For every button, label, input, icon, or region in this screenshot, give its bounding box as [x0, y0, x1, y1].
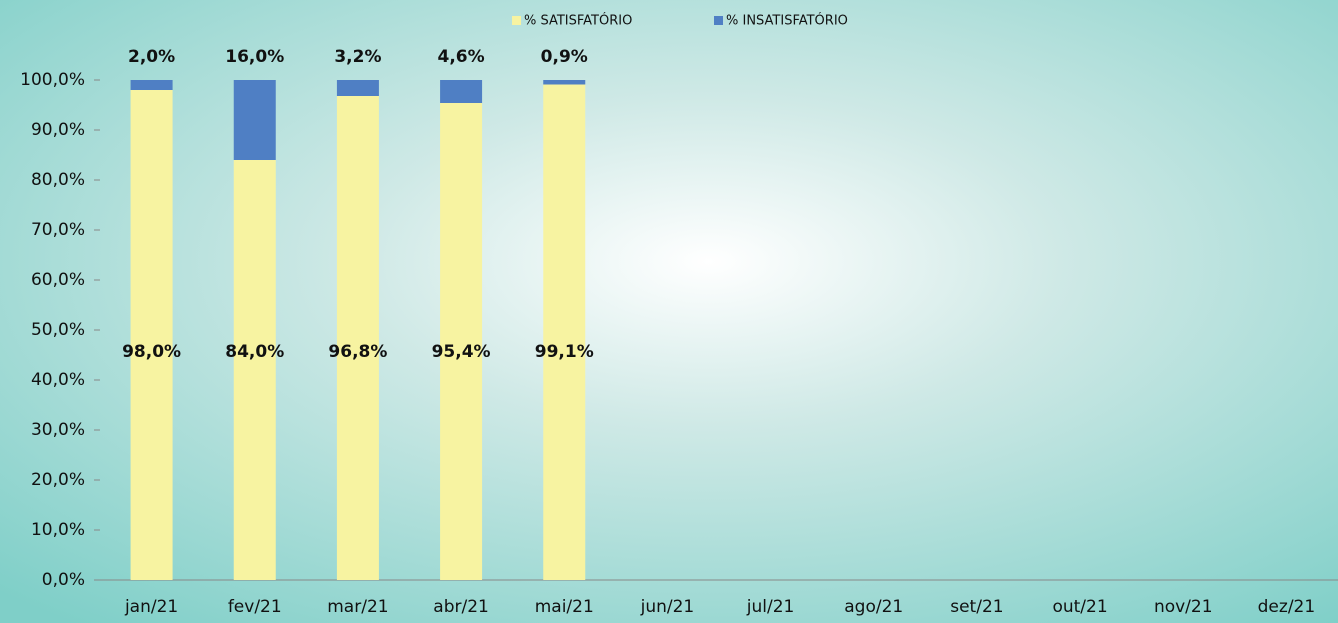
bar-segment — [440, 80, 482, 103]
legend-swatch — [512, 16, 521, 25]
x-tick-label: jun/21 — [640, 597, 695, 617]
value-label: 0,9% — [541, 47, 588, 67]
y-tick-label: 10,0% — [31, 520, 85, 540]
value-label: 4,6% — [438, 47, 485, 67]
y-tick-label: 50,0% — [31, 320, 85, 340]
x-tick-label: out/21 — [1052, 597, 1107, 617]
value-label: 99,1% — [535, 342, 594, 362]
value-label: 16,0% — [225, 47, 284, 67]
x-tick-label: set/21 — [950, 597, 1003, 617]
x-tick-label: jul/21 — [746, 597, 795, 617]
page: 0,0% 10,0% 20,0% 30,0% 40,0% 50,0% 60,0% 70,0% 8… — [0, 0, 1338, 623]
bar-segment — [131, 90, 173, 580]
bar-segment — [337, 96, 379, 580]
x-tick-label: dez/21 — [1258, 597, 1316, 617]
x-tick-label: mai/21 — [535, 597, 594, 617]
value-label: 84,0% — [225, 342, 284, 362]
y-tick-label: 30,0% — [31, 420, 85, 440]
x-tick-label: mar/21 — [327, 597, 388, 617]
legend-label: % SATISFATÓRIO — [524, 13, 632, 29]
value-label: 98,0% — [122, 342, 181, 362]
value-label: 2,0% — [128, 47, 175, 67]
bar-segment — [337, 80, 379, 96]
chart: 0,0% 10,0% 20,0% 30,0% 40,0% 50,0% 60,0% 70,0% 8… — [0, 0, 1338, 623]
y-tick-label: 80,0% — [31, 170, 85, 190]
y-tick-label: 100,0% — [20, 70, 85, 90]
x-tick-label: jan/21 — [124, 597, 178, 617]
x-tick-label: fev/21 — [228, 597, 282, 617]
bar-segment — [234, 160, 276, 580]
x-tick-label: nov/21 — [1154, 597, 1213, 617]
y-tick-label: 20,0% — [31, 470, 85, 490]
value-label: 95,4% — [432, 342, 491, 362]
bar-segment — [131, 80, 173, 90]
bar-segment — [234, 80, 276, 160]
value-label: 96,8% — [328, 342, 387, 362]
bar-segment — [543, 85, 585, 581]
legend-swatch — [714, 16, 723, 25]
y-tick-label: 0,0% — [42, 570, 85, 590]
legend-label: % INSATISFATÓRIO — [726, 13, 848, 29]
y-tick-label: 70,0% — [31, 220, 85, 240]
y-tick-label: 60,0% — [31, 270, 85, 290]
y-tick-label: 40,0% — [31, 370, 85, 390]
background — [0, 0, 1338, 623]
x-tick-label: abr/21 — [433, 597, 489, 617]
x-tick-label: ago/21 — [844, 597, 903, 617]
bar-segment — [543, 80, 585, 85]
y-tick-label: 90,0% — [31, 120, 85, 140]
value-label: 3,2% — [334, 47, 381, 67]
